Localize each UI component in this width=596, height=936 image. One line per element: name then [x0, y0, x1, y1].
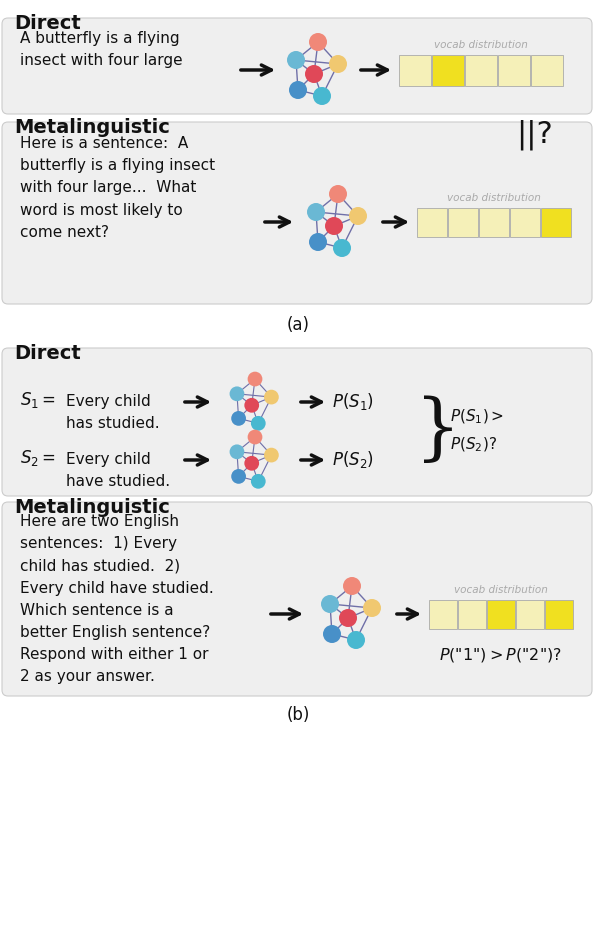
FancyBboxPatch shape [448, 208, 477, 237]
FancyBboxPatch shape [417, 208, 446, 237]
Circle shape [231, 469, 246, 484]
FancyBboxPatch shape [2, 122, 592, 304]
FancyBboxPatch shape [479, 208, 508, 237]
Circle shape [325, 217, 343, 235]
Circle shape [339, 609, 357, 627]
Text: $P($"$1$"$) > P($"$2$"$)?$: $P($"$1$"$) > P($"$2$"$)?$ [439, 646, 561, 664]
Circle shape [309, 33, 327, 51]
FancyBboxPatch shape [399, 54, 430, 85]
Circle shape [313, 87, 331, 105]
Text: vocab distribution: vocab distribution [446, 193, 541, 203]
Circle shape [349, 207, 367, 225]
FancyBboxPatch shape [530, 54, 563, 85]
FancyBboxPatch shape [2, 502, 592, 696]
FancyBboxPatch shape [486, 599, 514, 628]
Circle shape [305, 65, 323, 83]
Text: $S_1 =$: $S_1 =$ [20, 390, 56, 410]
Circle shape [323, 625, 341, 643]
Text: Metalinguistic: Metalinguistic [14, 118, 170, 137]
Text: }: } [415, 396, 461, 466]
Circle shape [247, 372, 262, 387]
Text: $P(S_1) >$: $P(S_1) >$ [450, 408, 504, 426]
Text: Here is a sentence:  A
butterfly is a flying insect
with four large...  What
wor: Here is a sentence: A butterfly is a fly… [20, 136, 215, 240]
Text: Direct: Direct [14, 344, 80, 363]
Circle shape [251, 474, 266, 489]
Text: (b): (b) [286, 706, 310, 724]
Circle shape [347, 631, 365, 649]
FancyBboxPatch shape [498, 54, 529, 85]
Text: $P(S_2)?$: $P(S_2)?$ [450, 436, 497, 454]
Circle shape [244, 456, 259, 471]
FancyBboxPatch shape [464, 54, 496, 85]
Text: A butterfly is a flying
insect with four large: A butterfly is a flying insect with four… [20, 31, 182, 67]
Circle shape [329, 185, 347, 203]
Circle shape [244, 398, 259, 413]
FancyBboxPatch shape [429, 599, 457, 628]
Text: Direct: Direct [14, 14, 80, 33]
Text: Every child
has studied.: Every child has studied. [66, 394, 160, 431]
Circle shape [329, 55, 347, 73]
Text: ||?: ||? [516, 120, 552, 151]
Circle shape [287, 51, 305, 69]
Circle shape [229, 445, 244, 460]
Circle shape [333, 239, 351, 257]
Text: $P(S_2)$: $P(S_2)$ [332, 449, 374, 471]
FancyBboxPatch shape [458, 599, 486, 628]
Text: vocab distribution: vocab distribution [454, 585, 548, 595]
Circle shape [321, 595, 339, 613]
Circle shape [343, 577, 361, 595]
Text: Every child
have studied.: Every child have studied. [66, 452, 170, 489]
FancyBboxPatch shape [432, 54, 464, 85]
Text: vocab distribution: vocab distribution [433, 40, 527, 50]
FancyBboxPatch shape [2, 348, 592, 496]
Circle shape [247, 430, 262, 445]
Text: $P(S_1)$: $P(S_1)$ [332, 391, 374, 413]
Text: Here are two English
sentences:  1) Every
child has studied.  2)
Every child hav: Here are two English sentences: 1) Every… [20, 514, 214, 684]
Circle shape [229, 387, 244, 402]
Circle shape [289, 81, 307, 99]
Circle shape [307, 203, 325, 221]
FancyBboxPatch shape [2, 18, 592, 114]
FancyBboxPatch shape [510, 208, 539, 237]
Text: (a): (a) [287, 316, 309, 334]
Circle shape [264, 389, 279, 404]
Circle shape [309, 233, 327, 251]
FancyBboxPatch shape [516, 599, 544, 628]
Circle shape [363, 599, 381, 617]
Circle shape [264, 447, 279, 462]
Text: $S_2 =$: $S_2 =$ [20, 448, 56, 468]
FancyBboxPatch shape [545, 599, 573, 628]
FancyBboxPatch shape [541, 208, 570, 237]
Text: Metalinguistic: Metalinguistic [14, 498, 170, 517]
Circle shape [231, 411, 246, 426]
Circle shape [251, 416, 266, 431]
